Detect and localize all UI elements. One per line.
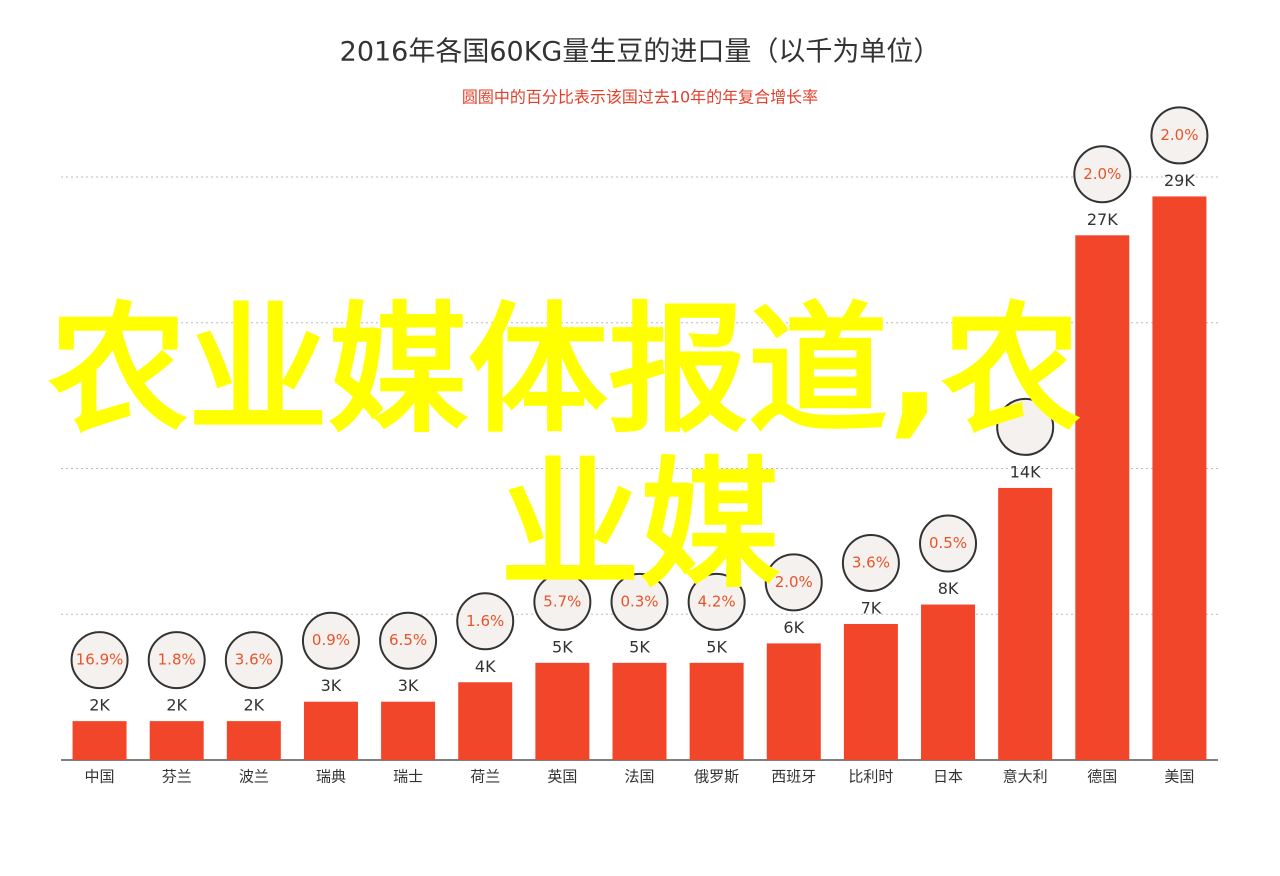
value-label: 3K — [398, 676, 419, 695]
watermark-text: 农业媒体报道,农 — [48, 290, 1081, 453]
growth-label: 3.6% — [235, 651, 273, 669]
bar — [921, 604, 976, 760]
growth-circle — [687, 572, 746, 631]
x-tick-label: 日本 — [933, 768, 963, 786]
growth-label: 0.3% — [620, 592, 658, 610]
value-label: 2K — [89, 696, 110, 715]
growth-circle — [1150, 106, 1209, 165]
growth-circle — [919, 514, 978, 573]
x-tick-label: 比利时 — [848, 768, 893, 786]
growth-circle — [1073, 145, 1132, 204]
growth-label: 1.6% — [466, 612, 504, 630]
bar — [998, 487, 1053, 760]
watermark-text: 业媒 — [500, 445, 781, 608]
growth-label: 0.5% — [929, 534, 967, 552]
x-tick-label: 瑞典 — [316, 768, 346, 786]
bar — [612, 662, 667, 760]
bar — [72, 721, 127, 760]
growth-label: 0.9% — [312, 631, 350, 649]
value-label: 4K — [475, 657, 496, 676]
bar — [149, 721, 204, 760]
growth-circle — [379, 611, 438, 670]
bar — [1152, 196, 1207, 760]
growth-label: 4.2% — [698, 592, 736, 610]
growth-circle — [70, 631, 129, 690]
chart-title: 2016年各国60KG量生豆的进口量（以千为单位） — [340, 37, 941, 68]
growth-circle — [610, 572, 669, 631]
growth-circle — [456, 592, 515, 651]
growth-label: 5.7% — [543, 592, 581, 610]
x-tick-label: 瑞士 — [393, 768, 423, 786]
growth-label: 6.5% — [389, 631, 427, 649]
growth-circle — [764, 553, 823, 612]
bar — [458, 682, 513, 760]
bar — [1075, 235, 1130, 761]
growth-circle — [841, 533, 900, 592]
bar — [766, 643, 821, 760]
value-label: 2K — [243, 696, 264, 715]
growth-label: 1.8% — [158, 651, 196, 669]
growth-circle — [301, 611, 360, 670]
value-label: 6K — [783, 618, 804, 637]
value-label: 29K — [1164, 171, 1195, 190]
value-label: 7K — [861, 598, 882, 617]
growth-label: 3.6% — [852, 553, 890, 571]
growth-circle — [533, 572, 592, 631]
growth-label: 2.0% — [775, 573, 813, 591]
x-tick-label: 德国 — [1087, 768, 1117, 786]
x-tick-label: 中国 — [85, 768, 115, 786]
value-label: 5K — [552, 637, 573, 656]
growth-circle — [996, 397, 1055, 456]
x-tick-label: 波兰 — [239, 768, 269, 786]
bar — [535, 662, 590, 760]
growth-circle — [147, 631, 206, 690]
bar — [689, 662, 744, 760]
x-tick-label: 西班牙 — [771, 768, 816, 786]
growth-label: 2.0% — [1083, 165, 1121, 183]
x-tick-label: 意大利 — [1003, 768, 1048, 786]
x-tick-label: 法国 — [624, 768, 654, 786]
value-label: 5K — [629, 637, 650, 656]
value-label: 27K — [1087, 210, 1118, 229]
bar — [303, 701, 358, 760]
bar — [843, 623, 898, 760]
growth-circle — [224, 631, 283, 690]
value-label: 3K — [321, 676, 342, 695]
growth-label: 2.0% — [1160, 126, 1198, 144]
x-tick-label: 美国 — [1164, 768, 1194, 786]
chart-subtitle: 圆圈中的百分比表示该国过去10年的年复合增长率 — [462, 88, 818, 107]
value-label: 14K — [1010, 462, 1041, 481]
x-tick-label: 荷兰 — [470, 768, 500, 786]
value-label: 5K — [706, 637, 727, 656]
bar — [226, 721, 281, 760]
x-tick-label: 芬兰 — [162, 768, 192, 786]
value-label: 8K — [938, 579, 959, 598]
x-tick-label: 英国 — [547, 768, 577, 786]
growth-label: 16.9% — [76, 651, 124, 669]
value-label: 2K — [166, 696, 187, 715]
x-tick-label: 俄罗斯 — [694, 768, 739, 786]
bar — [381, 701, 436, 760]
